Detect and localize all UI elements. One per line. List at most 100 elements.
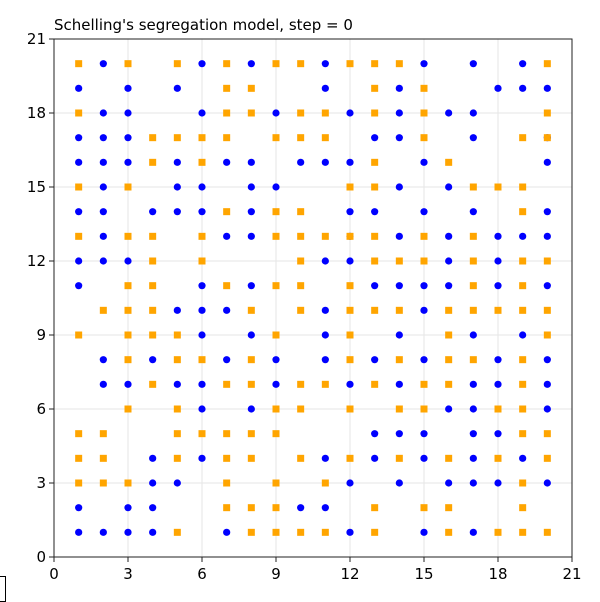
agent-orange-marker <box>124 356 132 364</box>
agent-orange-marker <box>519 208 527 216</box>
agent-orange-marker <box>445 454 453 462</box>
agent-orange-marker <box>272 331 280 339</box>
agent-blue-marker <box>247 405 255 413</box>
agent-orange-marker <box>469 356 477 364</box>
agent-orange-marker <box>519 183 527 191</box>
agent-orange-marker <box>543 430 551 438</box>
agent-blue-marker <box>75 208 83 216</box>
agent-orange-marker <box>75 331 83 339</box>
agent-blue-marker <box>346 158 354 166</box>
agent-orange-marker <box>173 60 181 68</box>
agents-layer <box>75 60 551 536</box>
agent-orange-marker <box>445 356 453 364</box>
agent-blue-marker <box>371 282 379 290</box>
agent-blue-marker <box>494 84 502 92</box>
agent-orange-marker <box>247 84 255 92</box>
agent-orange-marker <box>371 306 379 314</box>
y-tick-label: 6 <box>36 400 46 418</box>
agent-orange-marker <box>297 405 305 413</box>
agent-blue-marker <box>223 356 231 364</box>
agent-orange-marker <box>519 257 527 265</box>
agent-blue-marker <box>124 109 132 117</box>
agent-blue-marker <box>75 528 83 536</box>
agent-orange-marker <box>346 60 354 68</box>
agent-blue-marker <box>149 504 157 512</box>
x-tick-label: 9 <box>271 565 281 583</box>
agent-blue-marker <box>420 60 428 68</box>
agent-blue-marker <box>124 134 132 142</box>
agent-orange-marker <box>371 232 379 240</box>
agent-blue-marker <box>149 356 157 364</box>
agent-blue-marker <box>321 257 329 265</box>
agent-orange-marker <box>173 454 181 462</box>
agent-orange-marker <box>420 504 428 512</box>
agent-orange-marker <box>543 134 551 142</box>
agent-orange-marker <box>124 282 132 290</box>
agent-blue-marker <box>543 479 551 487</box>
agent-orange-marker <box>124 479 132 487</box>
agent-blue-marker <box>99 208 107 216</box>
agent-orange-marker <box>223 430 231 438</box>
agent-orange-marker <box>297 257 305 265</box>
ticks-layer: 0 3 6 9 12 15 18 21 0 3 6 9 12 15 18 21 <box>27 30 582 583</box>
agent-blue-marker <box>173 380 181 388</box>
agent-blue-marker <box>75 134 83 142</box>
agent-blue-marker <box>99 109 107 117</box>
agent-blue-marker <box>198 380 206 388</box>
agent-blue-marker <box>173 479 181 487</box>
agent-blue-marker <box>519 454 527 462</box>
agent-orange-marker <box>543 60 551 68</box>
agent-blue-marker <box>469 454 477 462</box>
agent-orange-marker <box>198 356 206 364</box>
agent-orange-marker <box>124 331 132 339</box>
agent-orange-marker <box>247 454 255 462</box>
agent-orange-marker <box>173 405 181 413</box>
agent-orange-marker <box>395 356 403 364</box>
agent-orange-marker <box>149 158 157 166</box>
agent-orange-marker <box>297 306 305 314</box>
agent-blue-marker <box>420 430 428 438</box>
agent-orange-marker <box>272 479 280 487</box>
agent-orange-marker <box>371 158 379 166</box>
agent-orange-marker <box>469 257 477 265</box>
agent-blue-marker <box>543 356 551 364</box>
agent-orange-marker <box>543 331 551 339</box>
agent-blue-marker <box>124 528 132 536</box>
agent-orange-marker <box>543 109 551 117</box>
agent-blue-marker <box>149 528 157 536</box>
agent-blue-marker <box>519 60 527 68</box>
agent-orange-marker <box>519 430 527 438</box>
agent-orange-marker <box>297 528 305 536</box>
agent-orange-marker <box>543 528 551 536</box>
agent-blue-marker <box>543 84 551 92</box>
agent-blue-marker <box>494 282 502 290</box>
agent-blue-marker <box>469 331 477 339</box>
agent-orange-marker <box>420 134 428 142</box>
agent-blue-marker <box>420 282 428 290</box>
agent-orange-marker <box>371 504 379 512</box>
agent-orange-marker <box>272 528 280 536</box>
agent-blue-marker <box>494 257 502 265</box>
agent-blue-marker <box>173 158 181 166</box>
agent-orange-marker <box>297 134 305 142</box>
agent-blue-marker <box>469 134 477 142</box>
agent-blue-marker <box>198 454 206 462</box>
agent-orange-marker <box>445 331 453 339</box>
agent-blue-marker <box>494 479 502 487</box>
agent-blue-marker <box>371 208 379 216</box>
agent-orange-marker <box>371 60 379 68</box>
agent-orange-marker <box>519 380 527 388</box>
agent-blue-marker <box>445 109 453 117</box>
agent-blue-marker <box>173 84 181 92</box>
agent-blue-marker <box>124 257 132 265</box>
agent-orange-marker <box>247 380 255 388</box>
agent-blue-marker <box>469 405 477 413</box>
agent-blue-marker <box>469 430 477 438</box>
agent-orange-marker <box>272 282 280 290</box>
agent-blue-marker <box>321 331 329 339</box>
agent-blue-marker <box>198 331 206 339</box>
agent-orange-marker <box>321 479 329 487</box>
agent-blue-marker <box>321 84 329 92</box>
agent-blue-marker <box>469 479 477 487</box>
y-tick-label: 9 <box>36 326 46 344</box>
